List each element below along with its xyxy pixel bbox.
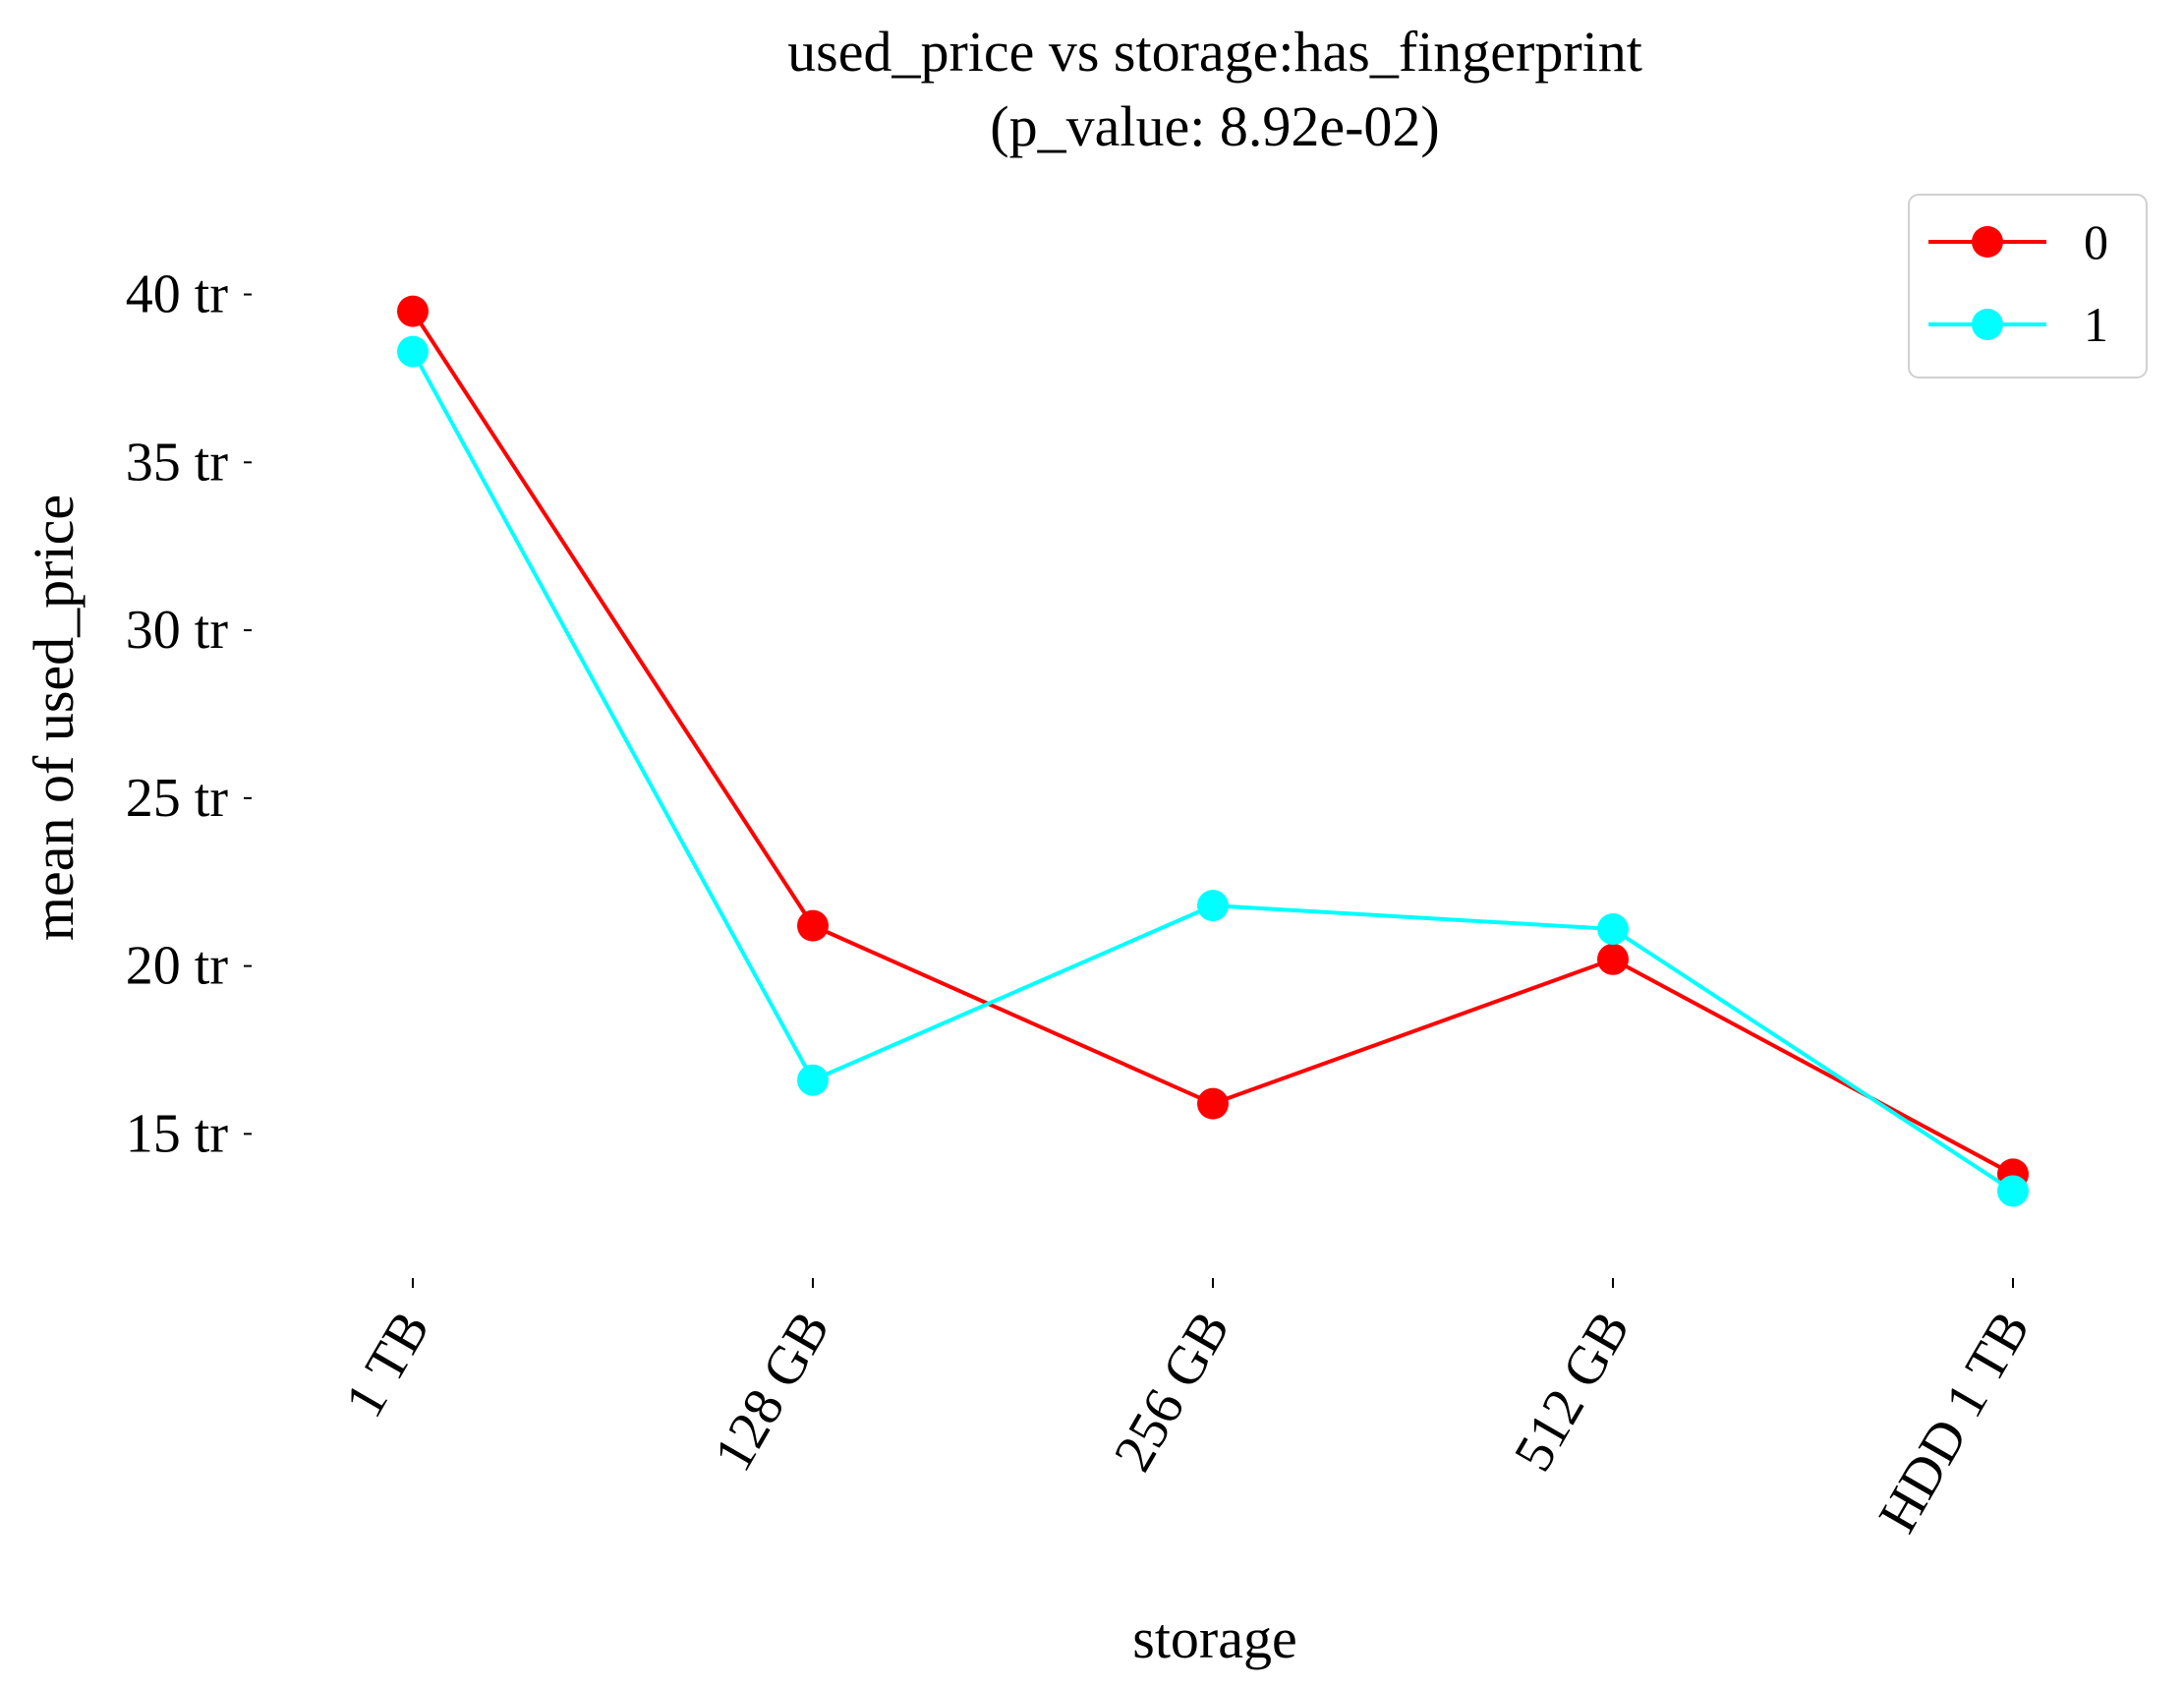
series-line: [411, 310, 2014, 1177]
x-tick-label: 128 GB: [703, 1302, 842, 1482]
y-tick-label: 30 tr: [126, 600, 229, 661]
data-point: [1197, 1087, 1229, 1120]
legend-swatch-marker: [1972, 226, 2003, 258]
chart-title: used_price vs storage:has_fingerprint: [787, 20, 1642, 84]
x-tick-label: 256 GB: [1103, 1302, 1242, 1482]
legend-swatch-marker: [1972, 309, 2003, 340]
x-tick-label: 1 TB: [333, 1302, 441, 1427]
legend-frame: [1908, 194, 2148, 378]
data-point: [397, 335, 429, 368]
legend-label: 0: [2084, 214, 2108, 269]
data-point: [1997, 1175, 2029, 1207]
data-point: [1597, 913, 1629, 946]
y-tick-label: 35 tr: [126, 432, 229, 493]
data-point: [797, 1064, 829, 1096]
legend: 01: [1908, 194, 2148, 378]
x-tick-label: HDD 1 TB: [1868, 1302, 2042, 1543]
chart-subtitle: (p_value: 8.92e-02): [990, 94, 1439, 158]
data-point: [797, 909, 829, 942]
y-tick-label: 25 tr: [126, 768, 229, 829]
series-0: [397, 295, 2029, 1191]
data-point: [1597, 943, 1629, 975]
series-line: [411, 350, 2015, 1193]
data-point: [397, 295, 429, 327]
legend-item: 1: [1928, 297, 2108, 352]
plot-area: [397, 295, 2029, 1207]
y-axis: 15 tr 20 tr 25 tr 30 tr 35 tr 40 tr: [126, 264, 252, 1164]
x-tick-label: 512 GB: [1503, 1302, 1642, 1482]
x-axis-label: storage: [1132, 1606, 1297, 1670]
y-axis-label: mean of used_price: [22, 495, 86, 941]
y-tick-label: 20 tr: [126, 936, 229, 997]
x-axis: 1 TB 128 GB 256 GB 512 GB HDD 1 TB: [333, 1278, 2041, 1542]
data-point: [1197, 890, 1229, 922]
y-tick-label: 15 tr: [126, 1103, 229, 1164]
y-tick-label: 40 tr: [126, 264, 229, 325]
series-1: [397, 335, 2029, 1207]
legend-label: 1: [2084, 297, 2108, 352]
legend-item: 0: [1928, 214, 2108, 269]
